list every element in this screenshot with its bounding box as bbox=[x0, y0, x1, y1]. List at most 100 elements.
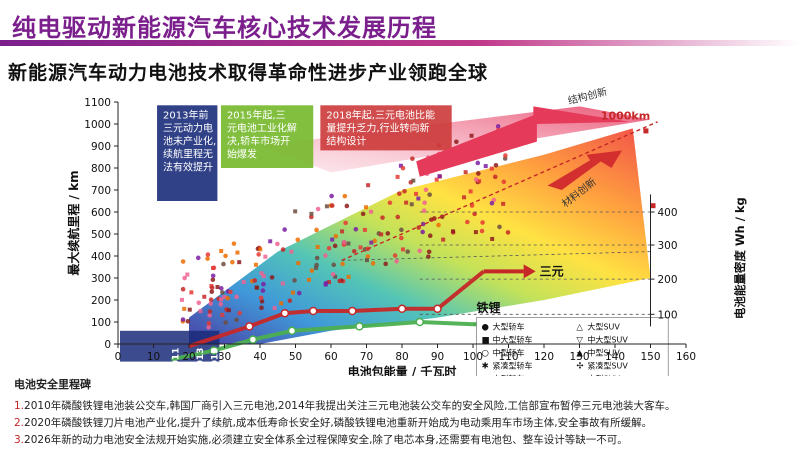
scatter-point bbox=[480, 220, 485, 225]
note-item: 3.2026年新的动力电池安全法规开始实施,必须建立安全体系全过程保障安全,除了… bbox=[14, 432, 794, 449]
scatter-point bbox=[383, 261, 389, 267]
scatter-point bbox=[427, 233, 433, 239]
scatter-point bbox=[463, 170, 468, 175]
scatter-point bbox=[289, 249, 294, 254]
x-tick-label: 130 bbox=[569, 351, 589, 363]
scatter-point bbox=[344, 203, 350, 209]
scatter-point bbox=[314, 265, 319, 270]
series-marker bbox=[287, 326, 297, 336]
era-text: 量提升乏力,行业转向新 bbox=[326, 121, 429, 134]
scatter-point bbox=[180, 259, 186, 264]
scatter-point bbox=[505, 230, 511, 235]
scatter-point bbox=[309, 268, 315, 273]
y-tick-label: 700 bbox=[91, 185, 111, 197]
scatter-point bbox=[221, 261, 226, 267]
era-box bbox=[157, 105, 218, 201]
era-text: 决,轿车市场开 bbox=[227, 134, 290, 147]
scatter-point bbox=[462, 195, 467, 200]
scatter-point bbox=[476, 171, 481, 176]
scatter-point bbox=[180, 317, 186, 322]
scatter-point bbox=[219, 297, 224, 302]
scatter-point bbox=[220, 312, 225, 317]
scatter-point bbox=[451, 229, 456, 234]
x-tick-label: 60 bbox=[324, 351, 337, 363]
scatter-point bbox=[258, 247, 263, 252]
scatter-point bbox=[280, 247, 286, 252]
scatter-point bbox=[473, 230, 478, 235]
scatter-point bbox=[323, 282, 328, 287]
scatter-point bbox=[187, 307, 192, 312]
note-text: 2010年磷酸铁锂电池装公交车,韩国厂商引入三元电池,2014年我提出关注三元电… bbox=[24, 400, 676, 412]
scatter-point bbox=[369, 240, 374, 245]
x-tick-label: 80 bbox=[395, 351, 408, 363]
series-marker bbox=[355, 322, 364, 331]
scatter-point bbox=[323, 253, 328, 258]
legend-label: 中大型轿车 bbox=[493, 335, 533, 345]
scatter-point bbox=[207, 313, 212, 318]
scatter-point bbox=[346, 274, 351, 279]
scatter-point bbox=[501, 179, 507, 185]
y-tick-label: 400 bbox=[91, 251, 111, 263]
target-point bbox=[643, 128, 649, 134]
year-label: 2023 bbox=[335, 348, 345, 373]
scatter-point bbox=[180, 286, 186, 292]
era-text: 2013年前 bbox=[163, 108, 208, 121]
y-tick-label: 100 bbox=[91, 317, 111, 329]
scatter-point bbox=[468, 189, 473, 194]
note-text: 2026年新的动力电池安全法规开始实施,必须建立安全体系全过程保障安全,除了电芯… bbox=[24, 434, 628, 446]
scatter-point bbox=[489, 166, 494, 171]
scatter-point bbox=[223, 320, 228, 325]
x-axis-label: 电池包能量 / 千瓦时 bbox=[348, 364, 457, 376]
y-tick-label: 300 bbox=[91, 273, 111, 285]
scatter-point bbox=[202, 294, 207, 299]
scatter-point bbox=[404, 200, 409, 205]
scatter-point bbox=[414, 191, 419, 196]
scatter-point bbox=[341, 239, 347, 245]
scatter-point bbox=[342, 193, 348, 199]
scatter-point bbox=[306, 277, 311, 282]
year-label: 2016 bbox=[228, 348, 238, 373]
scatter-point bbox=[340, 261, 345, 267]
notes-title: 电池安全里程碑 bbox=[14, 378, 91, 391]
note-item: 2.2020年磷酸铁锂刀片电池产业化,提升了续航,成本低寿命长安全好,磷酸铁锂电… bbox=[14, 415, 794, 432]
scatter-point bbox=[252, 278, 258, 283]
x-tick-label: 110 bbox=[498, 351, 518, 363]
scatter-point bbox=[337, 278, 342, 284]
x-tick-label: 90 bbox=[431, 351, 444, 363]
y2-tick-label: 100 bbox=[658, 309, 678, 321]
scatter-point bbox=[185, 272, 190, 277]
y-tick-label: 1000 bbox=[84, 119, 111, 131]
scatter-point bbox=[290, 290, 295, 295]
scatter-point bbox=[472, 211, 477, 217]
scatter-point bbox=[417, 248, 422, 254]
scatter-point bbox=[196, 300, 202, 306]
note-item: 1.2010年磷酸铁锂电池装公交车,韩国厂商引入三元电池,2014年我提出关注三… bbox=[14, 398, 794, 415]
scatter-point bbox=[364, 258, 369, 263]
scatter-point bbox=[253, 262, 258, 267]
era-text: 三元动力电 bbox=[163, 121, 213, 134]
scatter-point bbox=[422, 200, 427, 206]
x-tick-label: 120 bbox=[534, 351, 554, 363]
note-number: 2. bbox=[14, 417, 25, 429]
x-tick-label: 20 bbox=[182, 351, 195, 363]
scatter-point bbox=[479, 228, 485, 234]
scatter-point bbox=[292, 278, 297, 283]
scatter-point bbox=[259, 299, 265, 304]
scatter-point bbox=[225, 295, 230, 301]
material-innovation-arrow bbox=[547, 150, 623, 190]
scatter-point bbox=[380, 215, 385, 220]
scatter-point bbox=[454, 139, 459, 145]
page-subtitle: 新能源汽车动力电池技术取得革命性进步产业领跑全球 bbox=[8, 62, 489, 84]
scatter-point bbox=[210, 273, 216, 279]
y-tick-label: 1100 bbox=[84, 97, 111, 109]
scatter-point bbox=[179, 297, 184, 302]
era-text: 池未产业化, bbox=[163, 134, 216, 147]
era-text: 始爆发 bbox=[227, 147, 257, 160]
title-band bbox=[0, 40, 800, 46]
scatter-point bbox=[182, 306, 187, 311]
x-tick-label: 140 bbox=[605, 351, 625, 363]
legend-symbol: ▲ bbox=[576, 349, 583, 359]
series-marker bbox=[433, 304, 442, 314]
era-text: 续航里程无 bbox=[163, 147, 213, 160]
